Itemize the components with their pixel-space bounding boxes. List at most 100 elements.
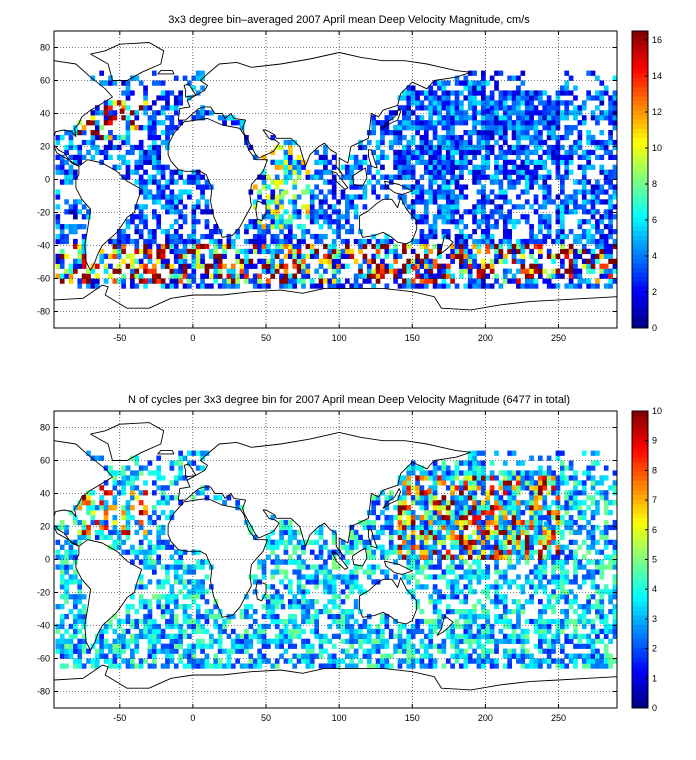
bin-cell	[257, 633, 262, 639]
bin-cell	[546, 134, 552, 141]
bin-cell	[406, 554, 412, 560]
bin-cell	[459, 613, 464, 620]
bin-cell	[309, 618, 315, 625]
bin-cell	[476, 638, 482, 644]
bin-cell	[362, 638, 368, 644]
bin-cell	[489, 510, 495, 516]
bin-cell	[498, 529, 504, 536]
bin-cell	[380, 149, 385, 156]
bin-cell	[393, 648, 398, 654]
bin-cell	[459, 514, 464, 521]
bin-cell	[99, 248, 105, 255]
bin-cell	[529, 475, 534, 481]
bin-cell	[331, 534, 337, 540]
bin-cell	[481, 139, 486, 146]
bin-cell	[494, 248, 499, 255]
bin-cell	[64, 559, 69, 565]
bin-cell	[143, 633, 148, 639]
bin-cell	[244, 273, 249, 279]
bin-cell	[599, 243, 605, 250]
bin-cell	[428, 475, 434, 481]
bin-cell	[380, 613, 385, 620]
bin-cell	[270, 663, 276, 669]
bin-cell	[603, 179, 609, 185]
bin-cell	[423, 189, 429, 195]
bin-cell	[55, 134, 61, 141]
bin-cell	[450, 653, 455, 659]
bin-cell	[546, 105, 552, 111]
bin-cell	[494, 258, 499, 264]
bin-cell	[476, 470, 482, 476]
bin-cell	[432, 599, 438, 605]
bin-cell	[581, 263, 587, 269]
bin-cell	[441, 534, 447, 540]
bin-cell	[182, 75, 188, 81]
bin-cell	[410, 283, 416, 289]
bin-cell	[520, 549, 526, 555]
bin-cell	[494, 130, 499, 136]
bin-cell	[608, 110, 613, 116]
bin-cell	[467, 134, 473, 141]
bin-cell	[195, 643, 201, 649]
bin-cell	[318, 529, 324, 536]
bin-cell	[173, 648, 179, 654]
bin-cell	[388, 248, 394, 255]
bin-cell	[375, 500, 381, 506]
bin-cell	[301, 609, 306, 615]
bin-cell	[529, 470, 534, 476]
bin-cell	[507, 475, 513, 481]
bin-cell	[459, 599, 464, 605]
bin-cell	[68, 268, 74, 274]
bin-cell	[516, 609, 521, 615]
bin-cell	[130, 278, 135, 284]
bin-cell	[283, 224, 289, 230]
bin-cell	[603, 224, 609, 230]
bin-cell	[182, 604, 188, 610]
bin-cell	[463, 534, 469, 540]
bin-cell	[68, 154, 74, 160]
bin-cell	[156, 253, 162, 259]
bin-cell	[165, 653, 170, 659]
bin-cell	[402, 115, 407, 121]
bin-cell	[116, 243, 122, 250]
bin-cell	[217, 648, 223, 654]
bin-cell	[568, 248, 574, 255]
bin-cell	[121, 233, 126, 240]
bin-cell	[612, 139, 618, 146]
bin-cell	[494, 638, 499, 644]
bin-cell	[287, 599, 293, 605]
bin-cell	[314, 214, 319, 220]
bin-cell	[393, 505, 398, 511]
bin-cell	[138, 519, 144, 526]
bin-cell	[257, 189, 262, 195]
bin-cell	[520, 120, 526, 126]
velocity-cells	[55, 70, 618, 289]
bin-cell	[349, 248, 355, 255]
bin-cell	[410, 485, 416, 491]
bin-cell	[244, 633, 249, 639]
bin-cell	[406, 95, 412, 101]
bin-cell	[151, 569, 157, 575]
bin-cell	[423, 559, 429, 565]
bin-cell	[445, 189, 451, 195]
bin-cell	[423, 529, 429, 536]
bin-cell	[340, 253, 346, 259]
bin-cell	[454, 115, 460, 121]
bin-cell	[388, 529, 394, 536]
bin-cell	[103, 500, 109, 506]
bin-cell	[384, 238, 390, 245]
bin-cell	[147, 618, 153, 625]
bin-cell	[467, 95, 473, 101]
bin-cell	[467, 149, 473, 156]
bin-cell	[204, 224, 210, 230]
bin-cell	[287, 658, 293, 664]
bin-cell	[454, 589, 460, 595]
bin-cell	[432, 465, 438, 471]
bin-cell	[134, 204, 140, 210]
bin-cell	[573, 149, 578, 156]
bin-cell	[340, 539, 346, 545]
bin-cell	[577, 179, 583, 185]
bin-cell	[305, 574, 311, 580]
bin-cell	[524, 219, 530, 225]
bin-cell	[384, 233, 390, 240]
